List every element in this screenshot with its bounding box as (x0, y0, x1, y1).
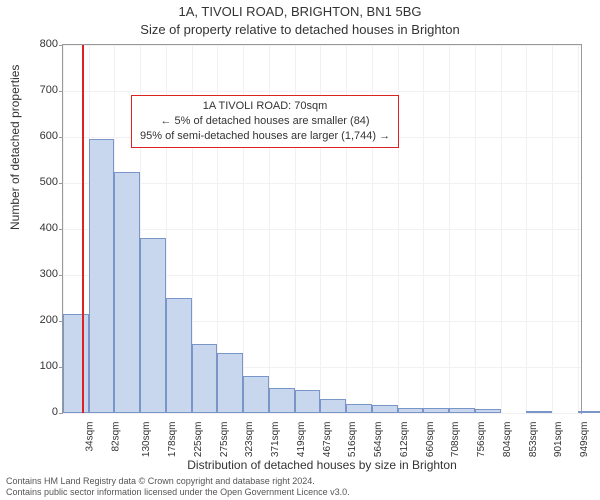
histogram-bar (269, 388, 295, 413)
x-tick-label: 34sqm (85, 422, 96, 452)
legend-box: 1A TIVOLI ROAD: 70sqm ← 5% of detached h… (131, 95, 399, 148)
property-marker-line (82, 45, 84, 413)
plot-area: 1A TIVOLI ROAD: 70sqm ← 5% of detached h… (62, 44, 582, 414)
x-tick-label: 178sqm (167, 422, 178, 458)
histogram-bar (475, 409, 501, 413)
x-tick-label: 82sqm (110, 422, 121, 452)
x-tick-label: 804sqm (502, 422, 513, 458)
histogram-bar (423, 408, 449, 413)
chart-container: 1A, TIVOLI ROAD, BRIGHTON, BN1 5BG Size … (0, 0, 600, 500)
y-tick-label: 500 (18, 176, 58, 188)
x-tick-label: 275sqm (219, 422, 230, 458)
histogram-bar (114, 172, 140, 414)
histogram-bar (320, 399, 346, 413)
x-tick-label: 853sqm (528, 422, 539, 458)
y-tick-label: 700 (18, 84, 58, 96)
footer-line-1: Contains HM Land Registry data © Crown c… (6, 476, 350, 487)
y-tick-label: 100 (18, 360, 58, 372)
x-tick-label: 467sqm (322, 422, 333, 458)
y-tick-label: 600 (18, 130, 58, 142)
x-tick-label: 949sqm (579, 422, 590, 458)
x-tick-label: 756sqm (476, 422, 487, 458)
x-tick-label: 708sqm (450, 422, 461, 458)
histogram-bar (578, 411, 600, 413)
y-tick-label: 800 (18, 38, 58, 50)
histogram-bar (526, 411, 552, 413)
y-tick-label: 0 (18, 406, 58, 418)
histogram-bar (243, 376, 269, 413)
histogram-bar (89, 139, 115, 413)
x-tick-label: 612sqm (399, 422, 410, 458)
histogram-bar (398, 408, 424, 413)
footer-line-2: Contains public sector information licen… (6, 487, 350, 498)
x-tick-label: 516sqm (347, 422, 358, 458)
x-tick-label: 323sqm (245, 422, 256, 458)
histogram-bar (346, 404, 372, 413)
legend-line-1: 1A TIVOLI ROAD: 70sqm (140, 99, 390, 114)
y-tick-label: 400 (18, 222, 58, 234)
histogram-bar (192, 344, 218, 413)
histogram-bar (217, 353, 243, 413)
x-tick-label: 564sqm (373, 422, 384, 458)
y-tick-label: 200 (18, 314, 58, 326)
y-tick-label: 300 (18, 268, 58, 280)
x-tick-label: 371sqm (270, 422, 281, 458)
x-tick-label: 130sqm (142, 422, 153, 458)
x-tick-label: 419sqm (296, 422, 307, 458)
x-tick-label: 660sqm (425, 422, 436, 458)
chart-title: Size of property relative to detached ho… (0, 22, 600, 37)
legend-line-3: 95% of semi-detached houses are larger (… (140, 129, 390, 144)
histogram-bar (63, 314, 89, 413)
histogram-bar (372, 405, 398, 413)
legend-line-2: ← 5% of detached houses are smaller (84) (140, 114, 390, 129)
x-tick-label: 225sqm (193, 422, 204, 458)
address-title: 1A, TIVOLI ROAD, BRIGHTON, BN1 5BG (0, 4, 600, 19)
histogram-bar (449, 408, 475, 413)
histogram-bar (295, 390, 321, 413)
histogram-bar (166, 298, 192, 413)
footer-attribution: Contains HM Land Registry data © Crown c… (6, 476, 350, 498)
x-axis-label: Distribution of detached houses by size … (62, 458, 582, 472)
histogram-bar (140, 238, 166, 413)
x-tick-label: 901sqm (553, 422, 564, 458)
